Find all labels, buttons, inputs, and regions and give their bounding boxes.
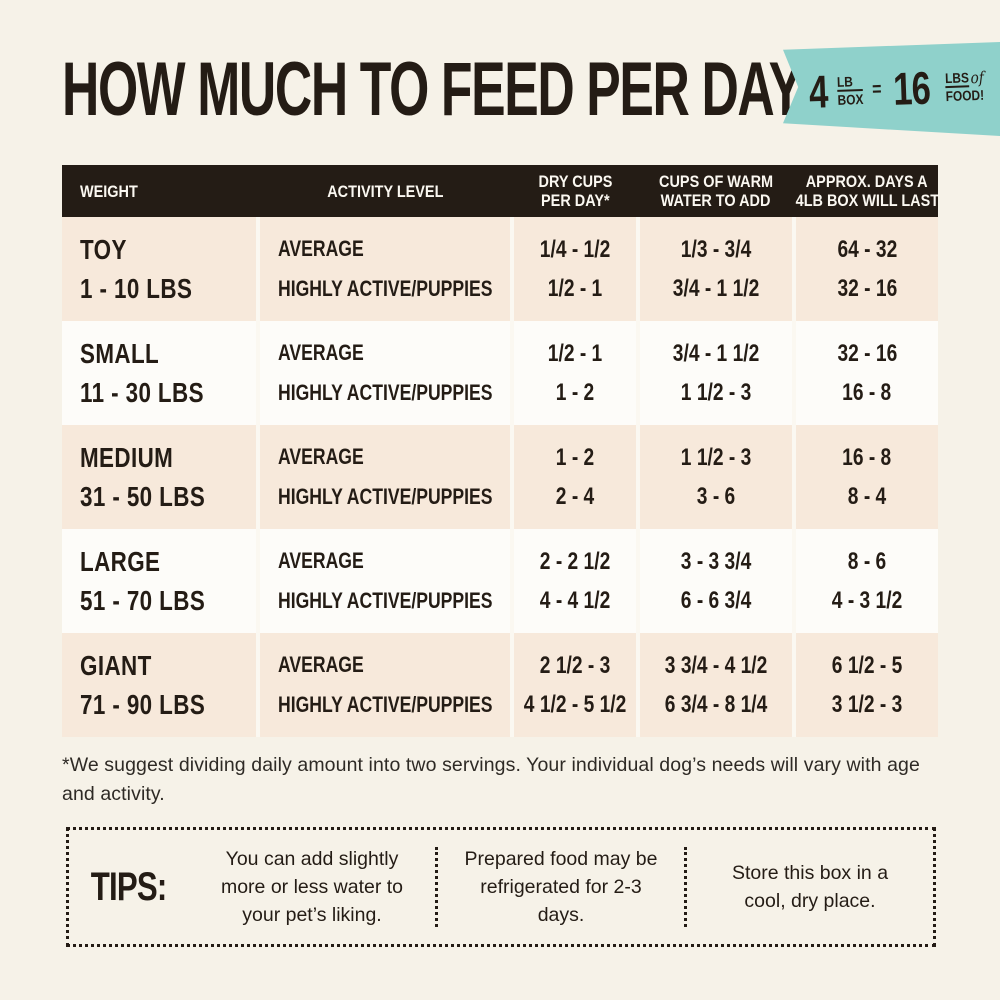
- table-body: TOY 1 - 10 LBS AVERAGE HIGHLY ACTIVE/PUP…: [62, 217, 938, 737]
- days-cell: 64 - 32 32 - 16: [796, 217, 938, 321]
- header-activity-level: ACTIVITY LEVEL: [326, 181, 444, 201]
- activity-cell: AVERAGE HIGHLY ACTIVE/PUPPIES: [260, 217, 510, 321]
- badge-food-label: FOOD!: [945, 86, 984, 105]
- table-row-large: LARGE 51 - 70 LBS AVERAGE HIGHLY ACTIVE/…: [62, 529, 938, 633]
- header-warm-water: CUPS OF WARM WATER TO ADD: [658, 172, 773, 210]
- badge-lb-label: LB: [837, 73, 864, 92]
- dry-cups-cell: 1/4 - 1/2 1/2 - 1: [514, 217, 636, 321]
- badge-qty-4: 4: [808, 65, 829, 118]
- dry-cups-cell: 1/2 - 1 1 - 2: [514, 321, 636, 425]
- badge-equals-sign: =: [871, 77, 882, 101]
- water-cell: 1 1/2 - 3 3 - 6: [640, 425, 792, 529]
- table-row-toy: TOY 1 - 10 LBS AVERAGE HIGHLY ACTIVE/PUP…: [62, 217, 938, 321]
- dry-cups-cell: 1 - 2 2 - 4: [514, 425, 636, 529]
- box-equivalence-ribbon: 4 LB BOX = 16 LBS of FOOD!: [783, 41, 1000, 137]
- header-days-last: APPROX. DAYS A 4LB BOX WILL LAST: [795, 172, 939, 210]
- tip-storage: Store this box in a cool, dry place.: [731, 862, 889, 912]
- days-cell: 32 - 16 16 - 8: [796, 321, 938, 425]
- days-cell: 16 - 8 8 - 4: [796, 425, 938, 529]
- serving-footnote: *We suggest dividing daily amount into t…: [62, 754, 920, 805]
- tips-label: TIPS:: [91, 864, 168, 909]
- page-title: HOW MUCH TO FEED PER DAY: [62, 47, 1000, 132]
- badge-lb-box-fraction: LB BOX: [837, 73, 865, 108]
- dry-cups-cell: 2 1/2 - 3 4 1/2 - 5 1/2: [514, 633, 636, 737]
- table-row-small: SMALL 11 - 30 LBS AVERAGE HIGHLY ACTIVE/…: [62, 321, 938, 425]
- activity-cell: AVERAGE HIGHLY ACTIVE/PUPPIES: [260, 633, 510, 737]
- page-title-text: HOW MUCH TO FEED PER DAY: [62, 47, 803, 132]
- tip-water-amount: You can add slightly more or less water …: [220, 848, 404, 926]
- water-cell: 3/4 - 1 1/2 1 1/2 - 3: [640, 321, 792, 425]
- table-row-giant: GIANT 71 - 90 LBS AVERAGE HIGHLY ACTIVE/…: [62, 633, 938, 737]
- activity-cell: AVERAGE HIGHLY ACTIVE/PUPPIES: [260, 321, 510, 425]
- water-cell: 3 - 3 3/4 6 - 6 3/4: [640, 529, 792, 633]
- badge-lbs-food-fraction: LBS of FOOD!: [944, 67, 984, 105]
- weight-cell: SMALL 11 - 30 LBS: [62, 321, 256, 425]
- tips-box: TIPS: You can add slightly more or less …: [66, 827, 936, 947]
- weight-cell: MEDIUM 31 - 50 LBS: [62, 425, 256, 529]
- tips-divider: [684, 847, 687, 927]
- box-equivalence-content: 4 LB BOX = 16 LBS of FOOD!: [783, 42, 1000, 136]
- weight-cell: TOY 1 - 10 LBS: [62, 217, 256, 321]
- badge-qty-16: 16: [892, 61, 932, 115]
- weight-cell: LARGE 51 - 70 LBS: [62, 529, 256, 633]
- days-cell: 8 - 6 4 - 3 1/2: [796, 529, 938, 633]
- days-cell: 6 1/2 - 5 3 1/2 - 3: [796, 633, 938, 737]
- activity-cell: AVERAGE HIGHLY ACTIVE/PUPPIES: [260, 425, 510, 529]
- badge-of-label: of: [969, 67, 984, 88]
- feeding-table: WEIGHT ACTIVITY LEVEL DRY CUPS PER DAY* …: [62, 165, 939, 737]
- dry-cups-cell: 2 - 2 1/2 4 - 4 1/2: [514, 529, 636, 633]
- activity-cell: AVERAGE HIGHLY ACTIVE/PUPPIES: [260, 529, 510, 633]
- badge-box-label: BOX: [837, 90, 865, 108]
- header-dry-cups: DRY CUPS PER DAY*: [538, 172, 612, 210]
- badge-lbs-label: LBS: [944, 69, 969, 89]
- table-row-medium: MEDIUM 31 - 50 LBS AVERAGE HIGHLY ACTIVE…: [62, 425, 938, 529]
- tip-refrigerate: Prepared food may be refrigerated for 2-…: [464, 848, 658, 926]
- tips-divider: [435, 847, 438, 927]
- water-cell: 3 3/4 - 4 1/2 6 3/4 - 8 1/4: [640, 633, 792, 737]
- header-weight: WEIGHT: [80, 181, 138, 201]
- weight-cell: GIANT 71 - 90 LBS: [62, 633, 256, 737]
- table-header: WEIGHT ACTIVITY LEVEL DRY CUPS PER DAY* …: [62, 165, 939, 217]
- water-cell: 1/3 - 3/4 3/4 - 1 1/2: [640, 217, 792, 321]
